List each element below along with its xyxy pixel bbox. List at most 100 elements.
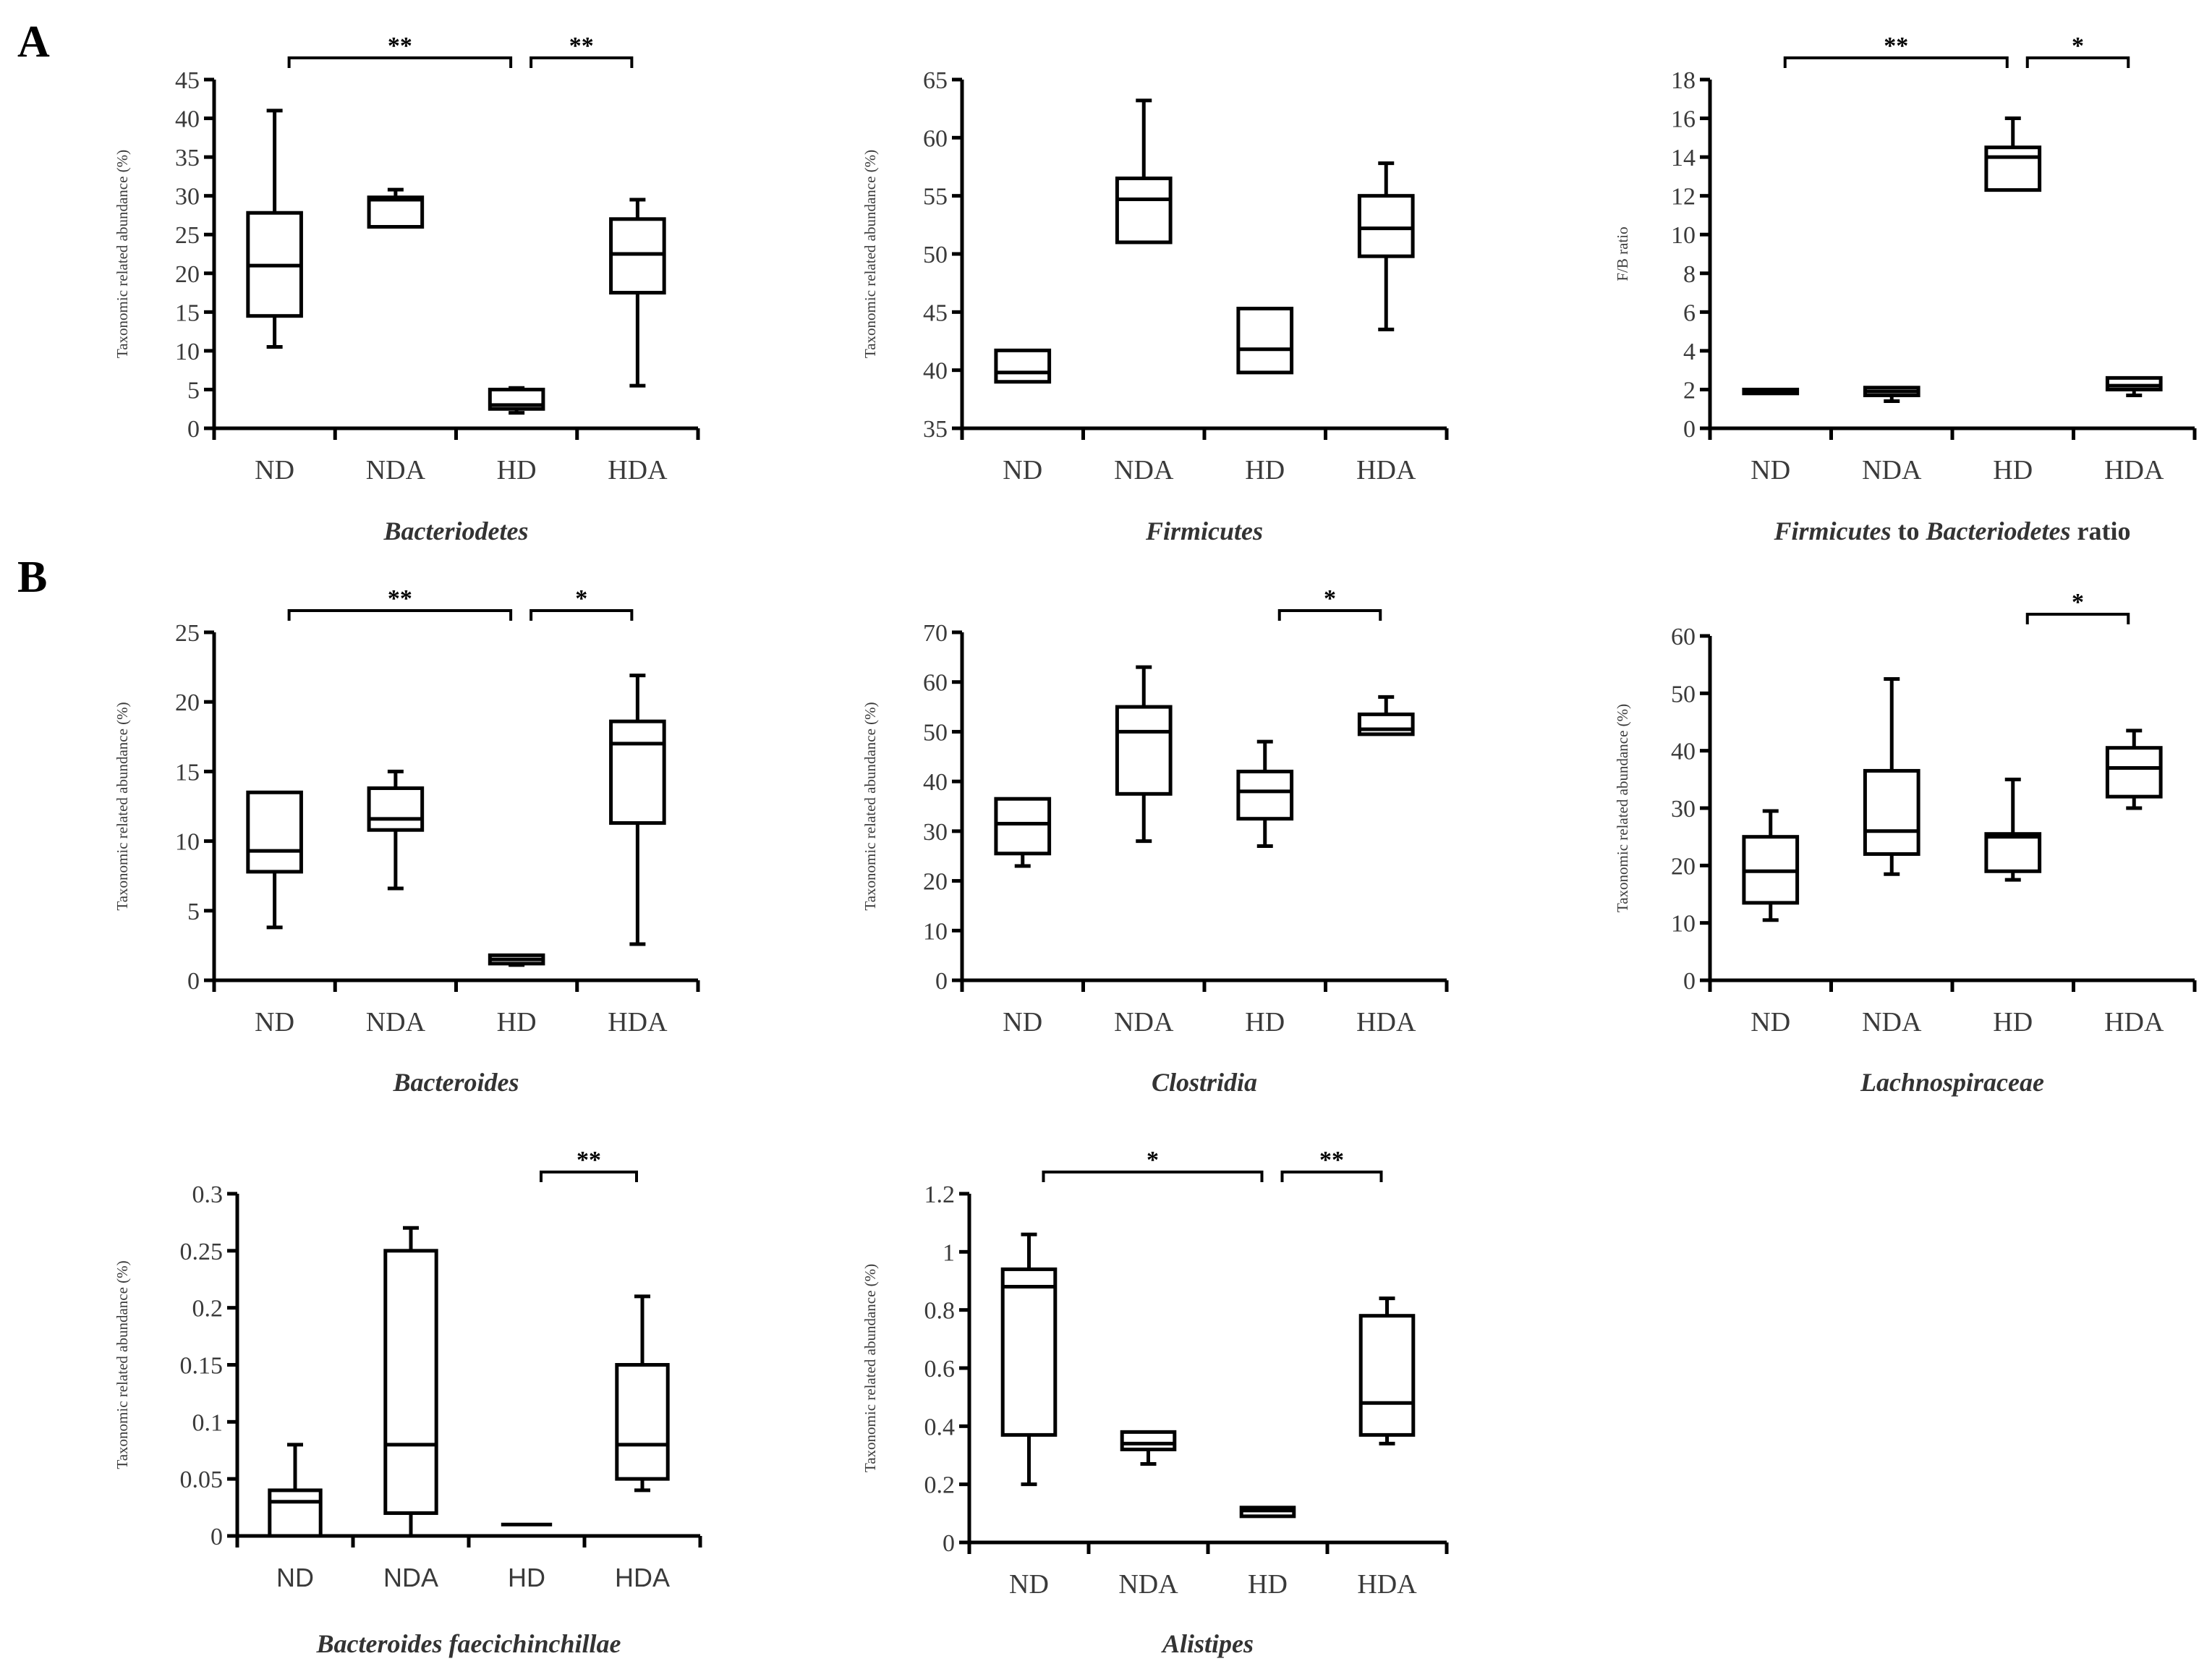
box-NDA	[1863, 677, 1920, 876]
significance-label: **	[388, 33, 412, 59]
significance-bracket: **	[1783, 33, 2009, 68]
x-tick-label: HD	[1993, 1007, 2033, 1037]
y-tick-label: 45	[923, 300, 948, 326]
x-tick-label: NDA	[1114, 1007, 1174, 1037]
box-body	[383, 1249, 438, 1515]
y-tick-label: 10	[175, 339, 200, 365]
box-body	[1357, 712, 1415, 736]
box-body	[488, 387, 545, 411]
significance-label: *	[1147, 1147, 1159, 1173]
chart-title: Firmicutes	[1145, 517, 1263, 545]
x-tick-label: HDA	[615, 1563, 670, 1592]
y-tick-label: 0.25	[180, 1239, 224, 1265]
y-axis-label: Taxonomic related abundance (%)	[862, 702, 879, 910]
significance-bracket: *	[1277, 585, 1382, 621]
bracket-line	[2025, 613, 2130, 624]
box-NDA	[383, 1226, 438, 1538]
significance-bracket: **	[287, 33, 513, 68]
chart-title: Bacteriodetes	[383, 517, 529, 545]
y-tick-label: 8	[1683, 261, 1696, 288]
chart-7: 0 0.2 0.4 0.6 0.8 1 1.2 ND NDA HD HDA Taxonomic rel…	[862, 1147, 1449, 1658]
box-body	[1357, 194, 1415, 258]
y-tick-label: 6	[1683, 300, 1696, 326]
y-tick-label: 60	[923, 125, 948, 152]
y-tick-label: 10	[1671, 911, 1696, 938]
y-tick-label: 20	[923, 869, 948, 896]
chart-3: 0 5 10 15 20 25 ND NDA HD HDA Taxonomic related ab…	[114, 585, 700, 1097]
y-tick-label: 40	[923, 769, 948, 796]
y-tick-label: 5	[187, 377, 200, 404]
y-axis-label: Taxonomic related abundance (%)	[114, 1260, 131, 1469]
y-tick-label: 0.2	[192, 1296, 224, 1323]
x-tick-label: ND	[1751, 1007, 1790, 1037]
y-tick-label: 55	[923, 184, 948, 211]
x-tick-label: HDA	[608, 1007, 668, 1037]
box-HDA	[615, 1294, 670, 1493]
y-tick-label: 0.4	[924, 1414, 956, 1440]
y-tick-label: 30	[175, 184, 200, 211]
y-tick-label: 0	[187, 416, 200, 443]
box-NDA	[367, 187, 425, 229]
box-HDA	[1357, 695, 1415, 736]
y-tick-label: 50	[923, 242, 948, 268]
y-tick-label: 20	[175, 261, 200, 288]
box-NDA	[1115, 98, 1173, 245]
y-axis-label: Taxonomic related abundance (%)	[862, 1264, 879, 1472]
box-HD	[1984, 777, 2042, 882]
box-body	[1236, 769, 1294, 821]
box-ND	[1742, 809, 1800, 922]
x-tick-label: ND	[1003, 455, 1042, 485]
box-body	[268, 1488, 323, 1538]
chart-4: 0 10 20 30 40 50 60 70 ND NDA HD HDA Taxonomic relat…	[862, 585, 1449, 1097]
significance-label: *	[1324, 585, 1336, 612]
box-HD	[1239, 1506, 1296, 1519]
bracket-line	[529, 609, 634, 621]
box-HDA	[1358, 1296, 1416, 1445]
box-NDA	[1115, 665, 1173, 844]
y-tick-label: 25	[175, 222, 200, 249]
box-body	[2105, 746, 2163, 799]
y-tick-label: 25	[175, 620, 200, 647]
x-tick-label: HDA	[2104, 1007, 2164, 1037]
box-NDA	[1863, 386, 1920, 404]
x-tick-label: NDA	[366, 1007, 426, 1037]
y-tick-label: 30	[923, 819, 948, 846]
box-body	[246, 790, 303, 874]
box-body	[1120, 1430, 1177, 1451]
x-tick-label: HDA	[1356, 455, 1416, 485]
y-tick-label: 40	[923, 358, 948, 385]
box-body	[1984, 145, 2042, 192]
box-HD	[1984, 116, 2042, 192]
y-tick-label: 15	[175, 300, 200, 326]
y-axis-label: Taxonomic related abundance (%)	[1614, 704, 1631, 912]
box-HDA	[2105, 729, 2163, 810]
y-tick-label: 0	[187, 968, 200, 995]
y-tick-label: 50	[1671, 681, 1696, 708]
bracket-line	[540, 1171, 638, 1182]
bracket-line	[287, 609, 513, 621]
x-tick-label: HD	[497, 455, 537, 485]
y-tick-label: 0	[1683, 968, 1696, 995]
y-tick-label: 1	[943, 1239, 955, 1266]
box-ND	[246, 790, 303, 930]
box-ND	[1000, 1232, 1058, 1487]
x-tick-label: ND	[1009, 1569, 1049, 1600]
box-body	[609, 217, 666, 295]
y-tick-label: 0	[210, 1524, 223, 1550]
box-ND	[246, 109, 303, 349]
x-tick-label: HD	[508, 1563, 545, 1592]
x-tick-label: ND	[276, 1563, 314, 1592]
x-tick-label: NDA	[383, 1563, 438, 1592]
significance-bracket: *	[1042, 1147, 1264, 1182]
box-NDA	[1120, 1430, 1177, 1466]
significance-label: *	[2072, 33, 2084, 59]
chart-1: 35 40 45 50 55 60 65 ND NDA HD HDA Taxonomic relate…	[862, 67, 1449, 545]
significance-label: **	[1319, 1147, 1344, 1173]
box-HDA	[609, 674, 666, 946]
box-body	[1115, 705, 1173, 796]
chart-title: Bacteroides	[393, 1068, 519, 1097]
x-tick-label: HD	[1248, 1569, 1288, 1600]
